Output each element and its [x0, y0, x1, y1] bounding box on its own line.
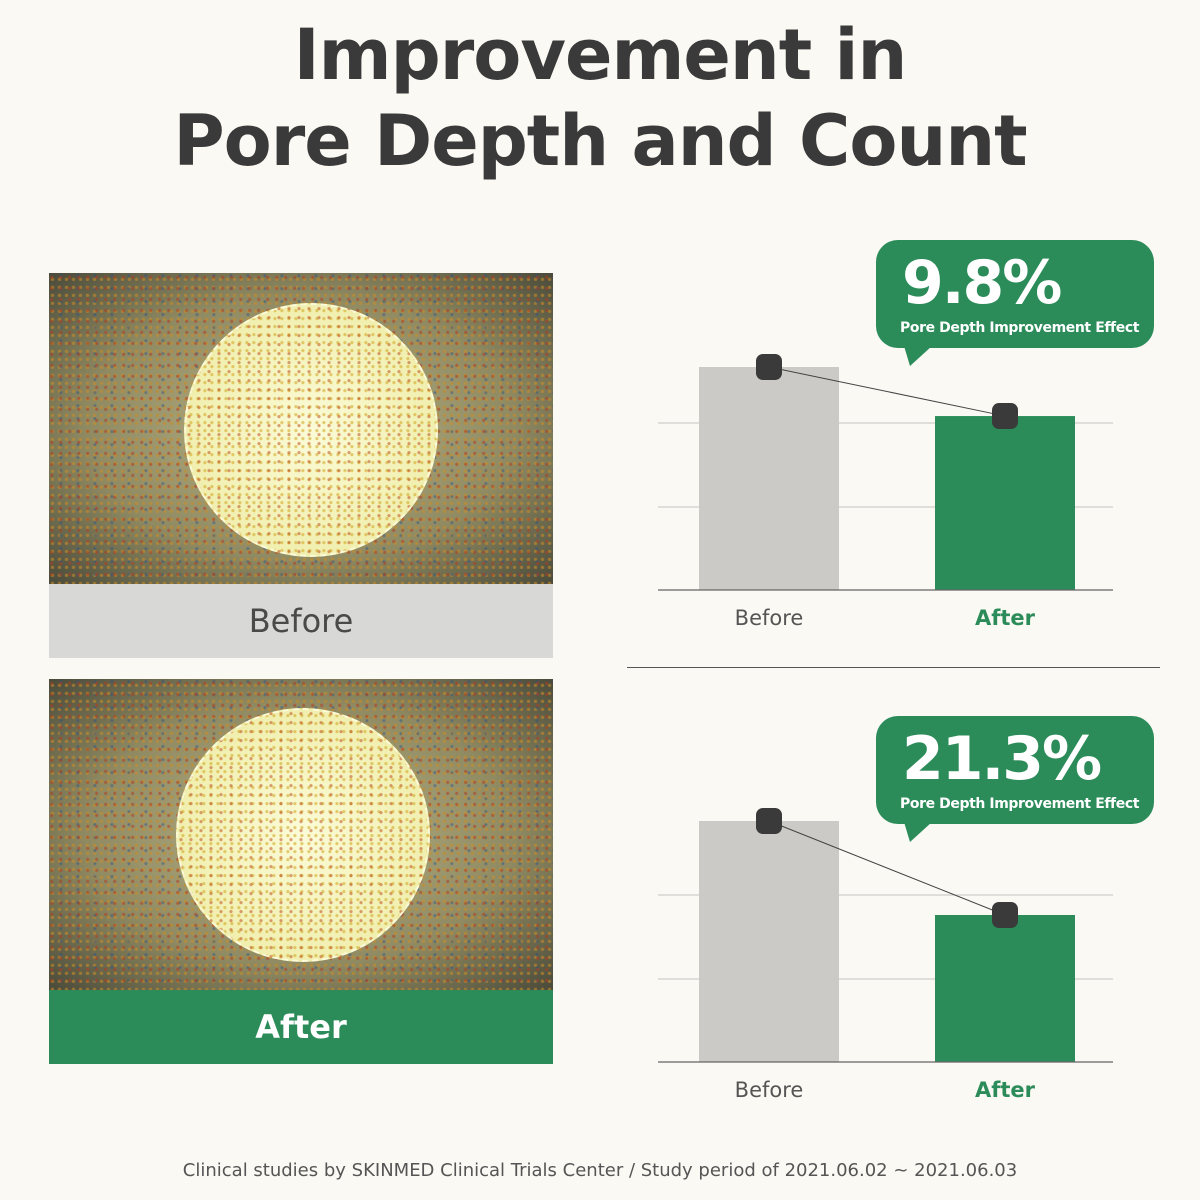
before-photo-label: Before — [49, 584, 553, 658]
bar-after — [935, 416, 1075, 590]
x-tick-label: After — [975, 1078, 1036, 1102]
improvement-caption: Pore Depth Improvement Effect — [900, 320, 1140, 336]
bar-before — [699, 367, 839, 590]
footer-note: Clinical studies by SKINMED Clinical Tri… — [182, 1160, 1018, 1181]
data-marker-after — [992, 901, 1018, 928]
data-marker-after — [992, 403, 1018, 430]
magnifier-circle — [184, 303, 438, 557]
improvement-value: 9.8% — [902, 248, 1062, 318]
bar-after — [935, 914, 1075, 1062]
page-title-line1: Improvement in — [293, 14, 908, 96]
improvement-badge-2: 21.3% Pore Depth Improvement Effect — [876, 716, 1154, 842]
improvement-badge-1: 9.8% Pore Depth Improvement Effect — [876, 240, 1154, 366]
divider — [627, 667, 1160, 668]
bar-chart-1: Before After — [658, 354, 1113, 630]
bar-chart-2: Before After — [658, 808, 1113, 1102]
data-marker-before — [756, 354, 782, 380]
x-tick-label: After — [975, 606, 1036, 630]
after-photo-label: After — [49, 990, 553, 1064]
improvement-caption: Pore Depth Improvement Effect — [900, 796, 1140, 812]
after-photo — [49, 679, 553, 990]
improvement-value: 21.3% — [902, 724, 1102, 794]
x-tick-label: Before — [735, 606, 804, 630]
speech-tail — [904, 822, 932, 842]
before-photo — [49, 273, 553, 584]
trend-line — [768, 366, 1006, 417]
bar-before — [699, 821, 839, 1062]
trend-line — [768, 820, 1006, 916]
data-marker-before — [756, 808, 782, 834]
speech-tail — [904, 346, 932, 366]
page-title-line2: Pore Depth and Count — [173, 100, 1027, 182]
magnifier-circle — [176, 708, 430, 962]
x-tick-label: Before — [735, 1078, 804, 1102]
